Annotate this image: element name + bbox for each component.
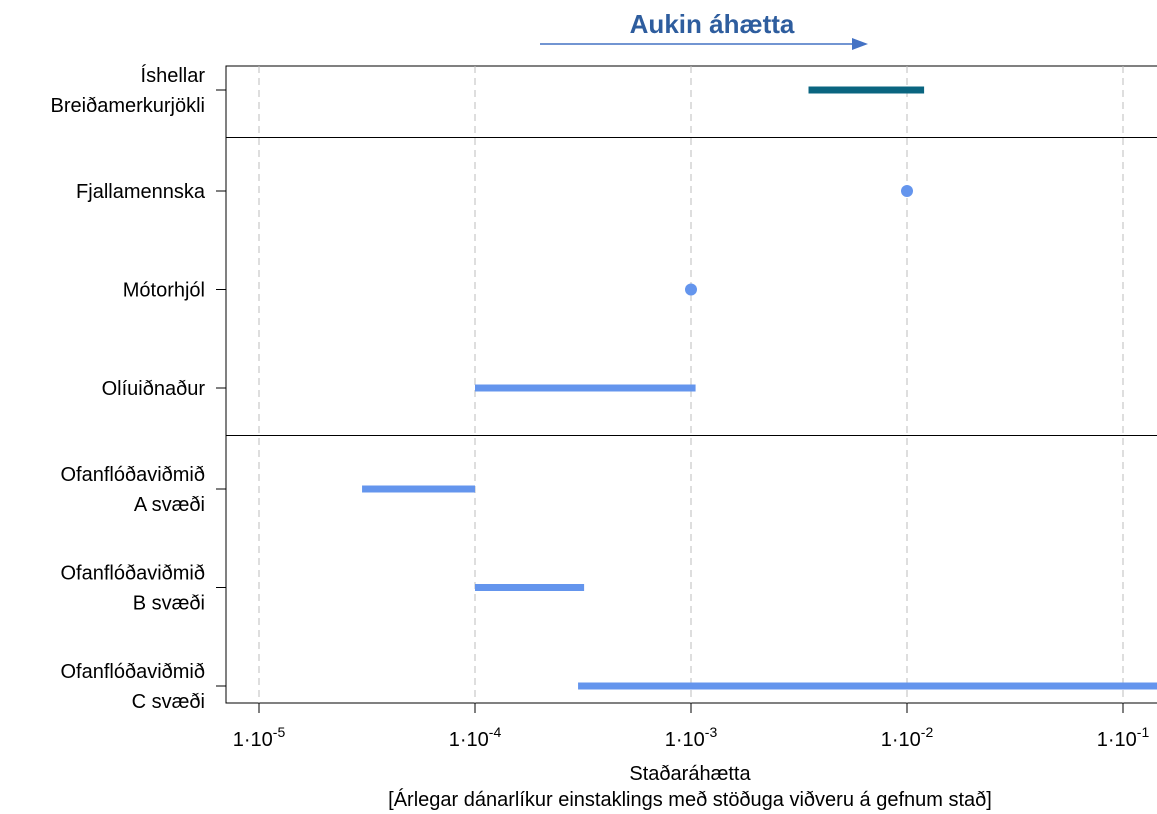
y-label-5-1: B svæði xyxy=(133,593,205,615)
y-label-6-0: Ofanflóðaviðmið xyxy=(60,661,205,683)
x-axis-ticks: 1·10-5 1·10-4 1·10-3 1·10-2 1·10-1 xyxy=(233,703,1150,751)
y-label-0-1: Breiðamerkurjökli xyxy=(51,95,206,117)
risk-direction-arrowhead xyxy=(852,38,868,50)
point-1 xyxy=(901,185,913,197)
x-tick-label-3: 1·10-2 xyxy=(881,724,934,751)
group-separators xyxy=(226,137,1157,436)
x-tick-label-2: 1·10-3 xyxy=(665,724,718,751)
y-label-6-1: C svæði xyxy=(132,691,205,713)
x-tick-label-0: 1·10-5 xyxy=(233,724,286,751)
point-2 xyxy=(685,283,697,296)
x-axis-title: Staðaráhætta xyxy=(629,763,751,785)
y-label-2-0: Mótorhjól xyxy=(123,280,205,302)
y-label-5-0: Ofanflóðaviðmið xyxy=(60,563,205,585)
y-label-3-0: Olíuiðnaður xyxy=(102,378,206,400)
x-tick-label-1: 1·10-4 xyxy=(449,724,502,751)
plot-frame xyxy=(225,65,1157,704)
y-label-0-0: Íshellar xyxy=(141,64,206,87)
y-label-1-0: Fjallamennska xyxy=(76,181,206,203)
x-tick-label-4: 1·10-1 xyxy=(1097,724,1150,751)
chart-header: Aukin áhætta xyxy=(630,9,795,39)
y-label-4-1: A svæði xyxy=(134,494,205,516)
y-axis-labels: Íshellar Breiðamerkurjökli Fjallamennska Mó… xyxy=(51,64,226,713)
x-axis-subtitle: [Árlegar dánarlíkur einstaklings með stö… xyxy=(388,788,992,811)
y-label-4-0: Ofanflóðaviðmið xyxy=(60,464,205,486)
data-marks xyxy=(362,86,1157,690)
